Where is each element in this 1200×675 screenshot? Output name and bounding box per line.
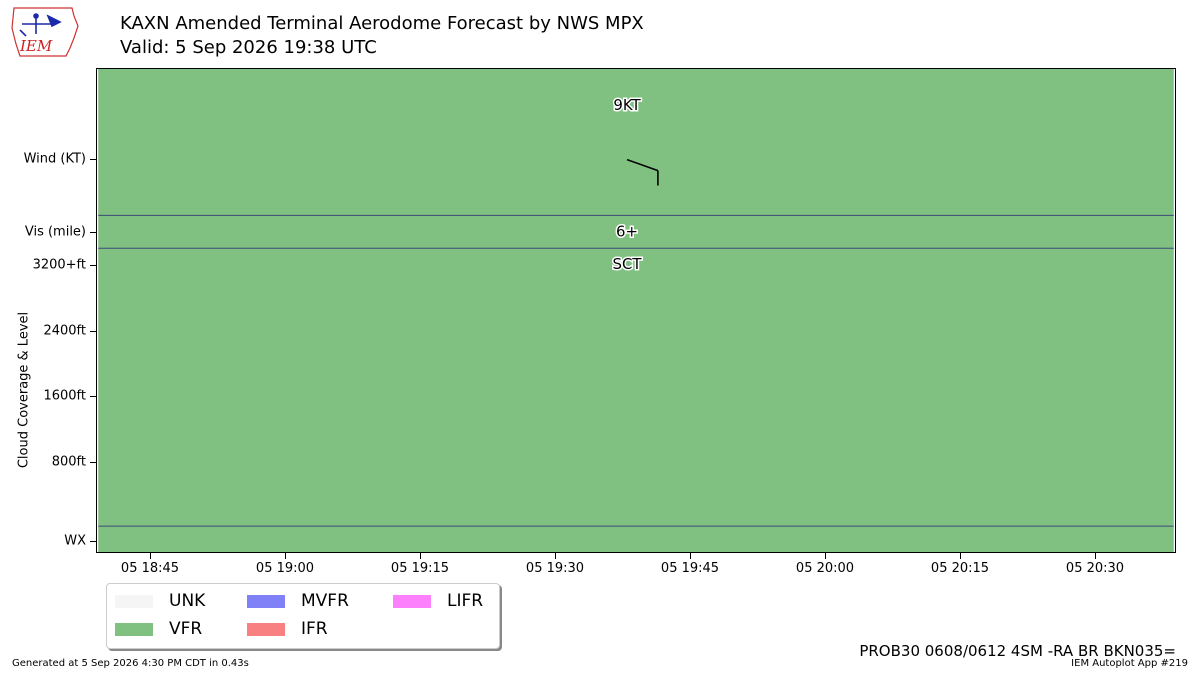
x-tick: [285, 553, 286, 559]
x-tick: [150, 553, 151, 559]
raw-taf-text: PROB30 0608/0612 4SM -RA BR BKN035=: [859, 642, 1176, 660]
chart-title: KAXN Amended Terminal Aerodome Forecast …: [120, 13, 644, 34]
ylabel-vis: Vis (mile): [24, 224, 86, 240]
legend-item-vfr: VFR: [115, 619, 202, 639]
ytick: [90, 396, 96, 397]
ylabel-800ft: 800ft: [51, 454, 86, 470]
legend-label: UNK: [169, 591, 206, 611]
x-tick-label: 05 20:15: [930, 561, 990, 576]
legend: UNK VFR MVFR IFR LIFR: [106, 583, 500, 649]
ytick: [90, 159, 96, 160]
legend-label: IFR: [301, 619, 328, 639]
plot-area: 9KT 6+ SCT: [96, 68, 1176, 553]
legend-item-lifr: LIFR: [393, 591, 483, 611]
legend-label: VFR: [169, 619, 203, 639]
ytick: [90, 541, 96, 542]
x-tick-label: 05 20:30: [1065, 561, 1125, 576]
x-tick-label: 05 18:45: [120, 561, 180, 576]
legend-label: LIFR: [447, 591, 484, 611]
wind-barb-shaft: [626, 158, 659, 172]
legend-swatch: [115, 622, 153, 636]
legend-swatch: [247, 594, 285, 608]
ylabel-2400ft: 2400ft: [43, 323, 86, 339]
x-tick: [1095, 553, 1096, 559]
ytick: [90, 462, 96, 463]
ytick: [90, 232, 96, 233]
x-tick: [825, 553, 826, 559]
ylabel-wind: Wind (KT): [23, 151, 86, 167]
x-tick-label: 05 19:15: [390, 561, 450, 576]
ytick: [90, 265, 96, 266]
legend-swatch: [393, 594, 431, 608]
vfr-background: [98, 69, 1174, 552]
x-tick: [960, 553, 961, 559]
cloud-label: SCT: [613, 255, 643, 273]
legend-item-mvfr: MVFR: [247, 591, 349, 611]
wind-speed-label: 9KT: [613, 96, 641, 114]
x-tick-label: 05 19:00: [255, 561, 315, 576]
y-axis-title: Cloud Coverage & Level: [16, 311, 32, 469]
x-tick-label: 05 19:45: [660, 561, 720, 576]
generated-timestamp: Generated at 5 Sep 2026 4:30 PM CDT in 0…: [12, 658, 249, 669]
ylabel-1600ft: 1600ft: [43, 388, 86, 404]
x-tick-label: 05 19:30: [525, 561, 585, 576]
chart-subtitle: Valid: 5 Sep 2026 19:38 UTC: [120, 37, 377, 58]
x-tick-label: 05 20:00: [795, 561, 855, 576]
x-tick: [555, 553, 556, 559]
legend-item-ifr: IFR: [247, 619, 328, 639]
app-label: IEM Autoplot App #219: [1071, 658, 1188, 669]
ytick: [90, 331, 96, 332]
x-tick: [420, 553, 421, 559]
legend-swatch: [115, 594, 153, 608]
wind-barb: [626, 158, 659, 186]
visibility-label: 6+: [616, 222, 638, 240]
legend-item-unk: UNK: [115, 591, 205, 611]
iem-logo: IEM: [11, 7, 79, 57]
x-tick: [690, 553, 691, 559]
ylabel-wx: WX: [64, 533, 86, 549]
logo-text: IEM: [19, 37, 53, 55]
legend-swatch: [247, 622, 285, 636]
ylabel-3200ft: 3200+ft: [32, 257, 86, 273]
legend-label: MVFR: [301, 591, 349, 611]
